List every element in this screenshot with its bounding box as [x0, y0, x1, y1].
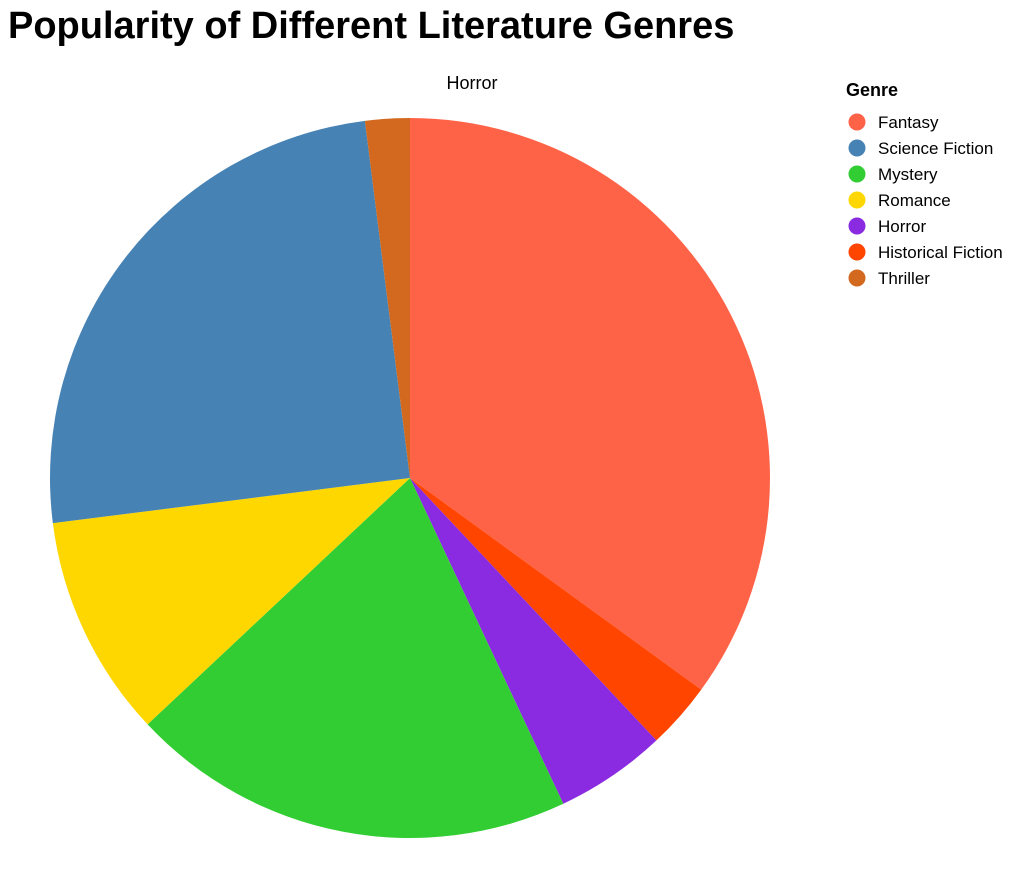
legend-label: Horror	[878, 217, 927, 236]
legend-item: Romance	[848, 191, 951, 210]
legend-label: Mystery	[878, 165, 938, 184]
legend-swatch	[848, 191, 866, 209]
legend-item: Mystery	[848, 165, 938, 184]
legend-swatch	[848, 243, 866, 261]
pie-slice-mystery	[147, 478, 564, 838]
pie-slice-historical-fiction	[410, 478, 702, 741]
legend-swatch	[848, 217, 866, 235]
legend-item: Thriller	[848, 269, 930, 288]
legend: Genre Fantasy Science Fiction Mystery Roman…	[846, 80, 1003, 288]
pie-slice-thriller	[364, 118, 410, 478]
legend-item: Historical Fiction	[848, 243, 1003, 262]
legend-label: Science Fiction	[878, 139, 993, 158]
legend-swatch	[848, 165, 866, 183]
pie-slice-fantasy	[410, 118, 770, 690]
legend-title: Genre	[846, 80, 898, 100]
pie-slice-science-fiction	[50, 120, 411, 524]
legend-swatch	[848, 113, 866, 131]
pie-slice-romance	[52, 478, 410, 725]
legend-label: Historical Fiction	[878, 243, 1003, 262]
legend-label: Romance	[878, 191, 951, 210]
legend-swatch	[848, 139, 866, 157]
pie-slices	[50, 118, 770, 838]
chart-title: Popularity of Different Literature Genre…	[8, 5, 735, 47]
pie-slice-horror	[410, 478, 657, 804]
legend-item: Horror	[848, 217, 927, 236]
legend-swatch	[848, 269, 866, 287]
legend-label: Fantasy	[878, 113, 939, 132]
facet-label: Horror	[446, 73, 497, 93]
legend-item: Fantasy	[848, 113, 939, 132]
legend-label: Thriller	[878, 269, 930, 288]
legend-item: Science Fiction	[848, 139, 993, 158]
